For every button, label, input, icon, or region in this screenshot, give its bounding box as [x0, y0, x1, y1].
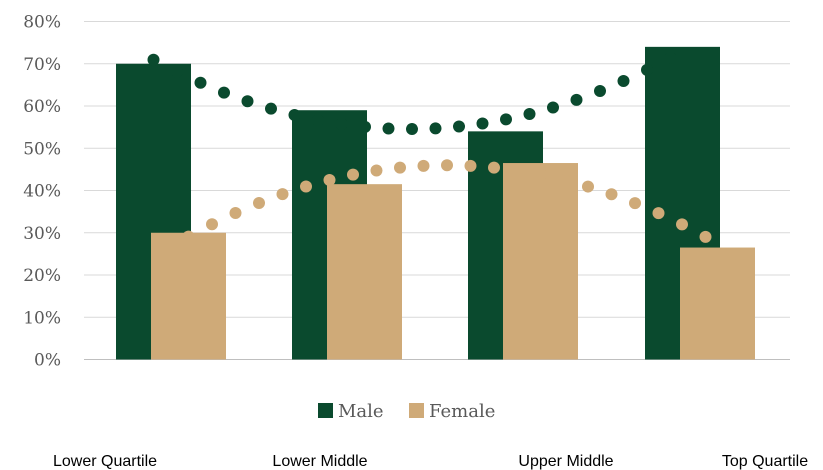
- trend-dot-female: [582, 180, 594, 193]
- trend-dot-male: [523, 108, 536, 121]
- legend-label-female: Female: [429, 401, 495, 422]
- trend-dot-male: [664, 51, 677, 64]
- trend-dot-male: [570, 93, 583, 106]
- trend-dot-male: [265, 102, 277, 115]
- trend-dot-male: [312, 114, 324, 127]
- trend-dot-male: [500, 113, 512, 126]
- y-axis-tick-labels: 0% 10% 20% 30% 40% 50% 60% 70% 80%: [23, 13, 61, 371]
- y-tick-label: 0%: [34, 351, 61, 371]
- trend-dot-female: [417, 159, 430, 172]
- trend-dot-female: [652, 207, 665, 220]
- trend-dot-female: [488, 161, 500, 174]
- trend-dot-female: [253, 196, 265, 209]
- y-tick-label: 60%: [23, 97, 61, 117]
- trend-dot-female: [300, 180, 312, 193]
- trend-dot-male: [382, 122, 395, 135]
- bars: [116, 46, 755, 360]
- y-tick-label: 80%: [23, 13, 61, 33]
- y-tick-label: 20%: [23, 266, 61, 286]
- trend-dot-male: [406, 123, 418, 136]
- trend-dot-male: [641, 63, 653, 76]
- y-tick-label: 70%: [23, 55, 61, 75]
- category-label: Lower Quartile: [53, 453, 157, 470]
- trend-dot-male: [359, 120, 371, 133]
- bar-female: [151, 232, 226, 360]
- trend-dot-female: [629, 197, 641, 210]
- trend-dot-male: [453, 120, 465, 133]
- trend-dot-female: [464, 159, 477, 172]
- legend-swatch-male: [318, 403, 333, 418]
- trend-dot-male: [429, 122, 442, 135]
- trend-dot-female: [441, 159, 453, 172]
- bar-female: [327, 184, 402, 360]
- trend-dot-female: [206, 218, 218, 231]
- category-label: Upper Middle: [518, 453, 613, 470]
- trend-dot-male: [147, 53, 160, 66]
- legend-label-male: Male: [338, 401, 384, 422]
- trendlines: [147, 51, 712, 243]
- trend-dot-male: [288, 108, 301, 121]
- trend-dot-female: [276, 188, 289, 201]
- trend-dot-female: [370, 164, 383, 177]
- trend-dot-female: [394, 161, 406, 174]
- y-tick-label: 50%: [23, 139, 61, 159]
- y-tick-label: 40%: [23, 182, 61, 202]
- trend-dot-male: [594, 85, 606, 98]
- trend-dot-male: [547, 101, 559, 114]
- legend-swatch-female: [409, 403, 424, 418]
- trend-dot-female: [699, 230, 712, 243]
- trend-dot-female: [676, 218, 688, 231]
- trend-dot-female: [182, 230, 195, 243]
- trend-dot-male: [241, 95, 254, 108]
- bar-female: [680, 247, 755, 360]
- trend-dot-female: [347, 168, 359, 181]
- trend-dot-female: [605, 188, 618, 201]
- trend-dot-male: [194, 76, 207, 89]
- trend-dot-female: [511, 164, 524, 177]
- y-tick-label: 10%: [23, 308, 61, 328]
- trend-dot-female: [535, 168, 547, 181]
- trend-dot-male: [617, 75, 630, 88]
- trend-dot-female: [323, 173, 336, 186]
- y-tick-label: 30%: [23, 224, 61, 244]
- trend-dot-male: [171, 65, 183, 78]
- trend-dot-male: [476, 117, 489, 130]
- category-labels: Lower Quartile Lower Middle Upper Middle To…: [53, 453, 808, 470]
- category-label: Lower Middle: [272, 453, 367, 470]
- trend-dot-male: [218, 86, 230, 99]
- trend-dot-male: [335, 118, 348, 131]
- bar-female: [503, 163, 578, 360]
- trend-dot-female: [229, 207, 242, 220]
- legend: Male Female: [318, 401, 495, 422]
- category-label: Top Quartile: [722, 453, 808, 470]
- trend-dot-female: [558, 174, 571, 187]
